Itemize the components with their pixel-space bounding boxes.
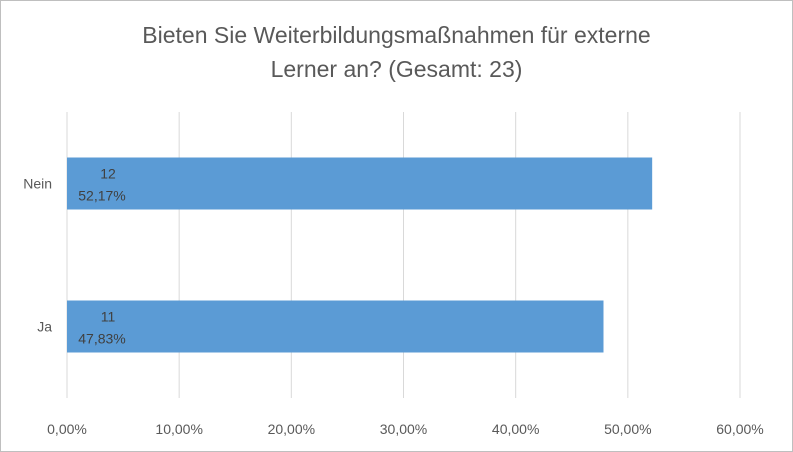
- data-label-count: 12: [100, 166, 116, 182]
- category-label: Ja: [37, 319, 52, 335]
- data-label-count: 11: [101, 309, 116, 325]
- x-tick-label: 20,00%: [268, 421, 315, 437]
- category-label: Nein: [23, 176, 52, 192]
- x-tick-label: 0,00%: [47, 421, 87, 437]
- data-label-percent: 52,17%: [78, 188, 125, 204]
- chart-title-line-1: Bieten Sie Weiterbildungsmaßnahmen für e…: [142, 22, 651, 48]
- chart-title: Bieten Sie Weiterbildungsmaßnahmen für e…: [0, 18, 793, 86]
- x-tick-label: 50,00%: [604, 421, 651, 437]
- bar-ja: [67, 300, 604, 353]
- x-tick-label: 40,00%: [492, 421, 539, 437]
- data-label-percent: 47,83%: [78, 331, 125, 347]
- chart-title-line-2: Lerner an? (Gesamt: 23): [270, 56, 523, 82]
- x-tick-label: 60,00%: [716, 421, 763, 437]
- x-tick-label: 10,00%: [155, 421, 202, 437]
- bar-nein: [67, 157, 653, 210]
- x-tick-label: 30,00%: [380, 421, 427, 437]
